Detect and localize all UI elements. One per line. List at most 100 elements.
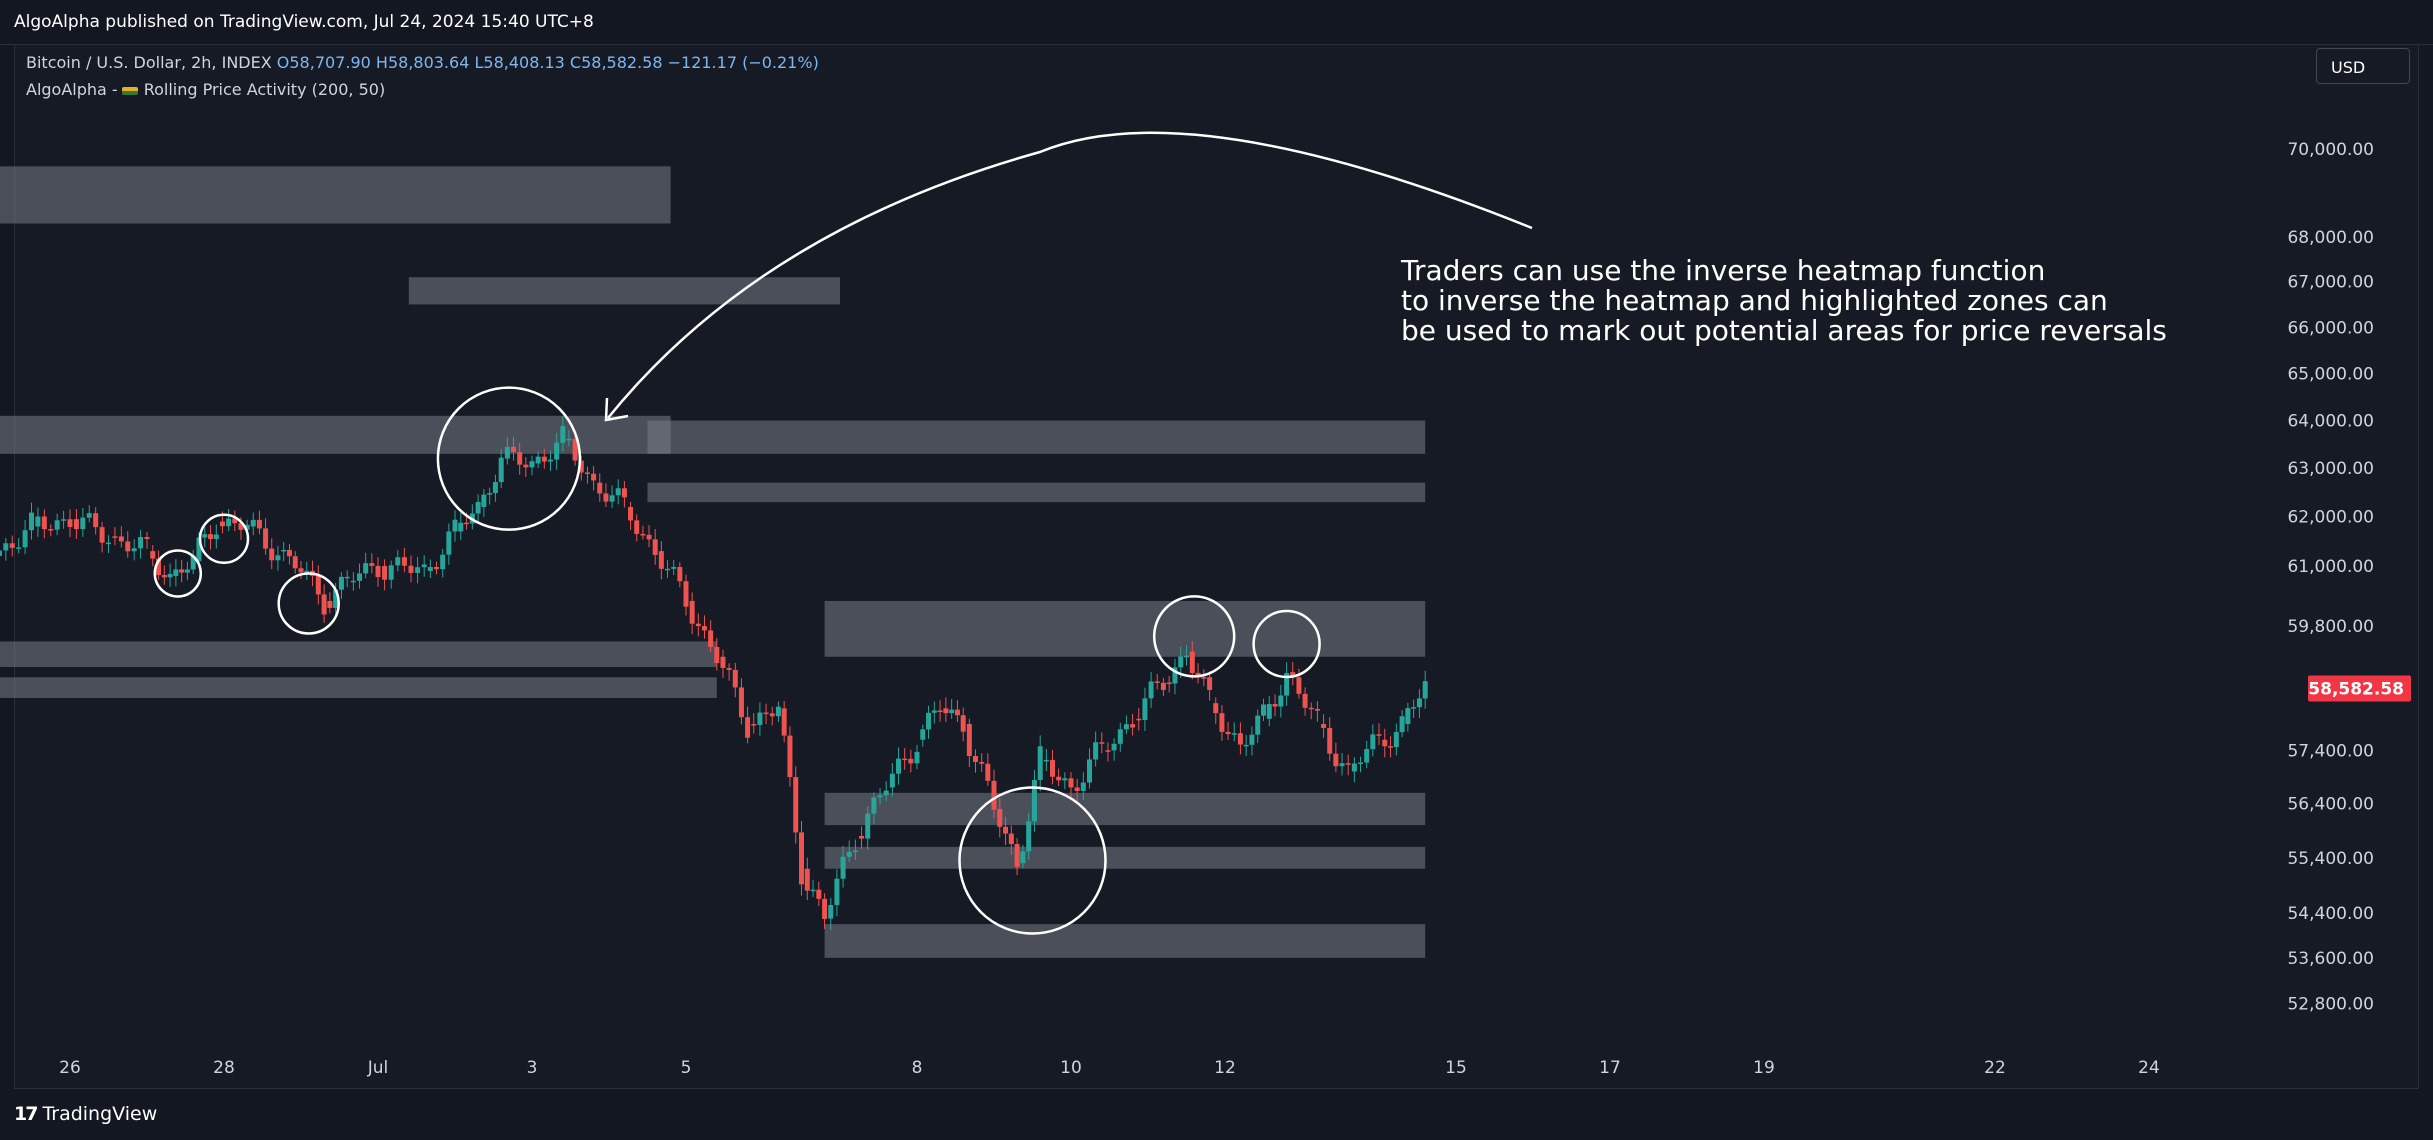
candle-body bbox=[511, 446, 517, 453]
candle-body bbox=[628, 506, 634, 521]
candle-body bbox=[487, 493, 493, 495]
currency-button[interactable]: USD bbox=[2316, 48, 2410, 84]
candle-body bbox=[29, 512, 34, 531]
candle-body bbox=[889, 773, 895, 788]
candle-body bbox=[363, 563, 369, 574]
y-axis-tick-label: 53,600.00 bbox=[2287, 949, 2374, 969]
candle-body bbox=[161, 575, 167, 578]
x-axis-tick-label: 12 bbox=[1214, 1058, 1236, 1078]
candle-body bbox=[1056, 776, 1062, 781]
candle-body bbox=[810, 889, 816, 892]
x-axis-tick-label: Jul bbox=[367, 1058, 389, 1078]
candle-body bbox=[1213, 703, 1219, 714]
candle-body bbox=[535, 456, 541, 464]
candle-body bbox=[745, 717, 751, 738]
candle-body bbox=[852, 850, 858, 853]
candle-body bbox=[640, 533, 646, 536]
highlight-circle bbox=[277, 572, 340, 635]
candle-body bbox=[896, 758, 902, 774]
y-axis-tick-label: 68,000.00 bbox=[2287, 228, 2374, 248]
candle-body bbox=[1136, 718, 1142, 721]
candle-body bbox=[793, 777, 799, 833]
candle-body bbox=[1008, 833, 1014, 844]
candle-body bbox=[16, 547, 22, 549]
low-value: L58,408.13 bbox=[474, 53, 565, 72]
indicator-legend[interactable]: AlgoAlpha - Rolling Price Activity (200, … bbox=[26, 80, 385, 99]
candle-body bbox=[244, 524, 250, 530]
candle-body bbox=[902, 758, 908, 761]
candle-body bbox=[883, 790, 889, 796]
candle-body bbox=[452, 519, 458, 532]
candle-body bbox=[1003, 826, 1009, 834]
symbol-legend[interactable]: Bitcoin / U.S. Dollar, 2h, INDEX O58,707… bbox=[26, 53, 819, 72]
change-value: −121.17 (−0.21%) bbox=[667, 53, 819, 72]
candle-body bbox=[757, 712, 763, 725]
candle-body bbox=[695, 623, 701, 627]
candle-body bbox=[926, 712, 932, 730]
candle-body bbox=[286, 549, 292, 557]
candle-body bbox=[315, 575, 321, 595]
candle-body bbox=[256, 519, 262, 529]
candle-body bbox=[991, 780, 997, 810]
candle-body bbox=[458, 522, 464, 532]
candle-body bbox=[1376, 734, 1382, 736]
y-axis-tick-label: 70,000.00 bbox=[2287, 140, 2374, 160]
candle-body bbox=[1037, 746, 1043, 781]
candle-body bbox=[665, 568, 671, 571]
candle-body bbox=[960, 715, 966, 732]
candle-body bbox=[1255, 715, 1261, 735]
candle-body bbox=[86, 513, 92, 518]
candle-body bbox=[54, 520, 60, 530]
x-axis-tick-label: 26 bbox=[59, 1058, 81, 1078]
candle-body bbox=[464, 522, 470, 525]
candle-body bbox=[93, 513, 99, 528]
last-price-label: 58,582.58 bbox=[2308, 680, 2404, 700]
candle-body bbox=[1249, 734, 1255, 745]
candle-body bbox=[646, 534, 652, 540]
candle-body bbox=[1266, 703, 1272, 719]
candle-body bbox=[1225, 731, 1231, 735]
brand-name: TradingView bbox=[42, 1103, 158, 1125]
candle-body bbox=[1062, 778, 1068, 781]
x-axis-tick-label: 8 bbox=[912, 1058, 923, 1078]
candle-body bbox=[167, 573, 173, 578]
candle-body bbox=[1358, 762, 1364, 765]
candle-body bbox=[985, 763, 991, 781]
candle-body bbox=[738, 687, 744, 718]
candle-body bbox=[677, 566, 683, 582]
candle-body bbox=[269, 548, 275, 561]
tradingview-logo-icon: 17 bbox=[14, 1103, 38, 1125]
candle-body bbox=[658, 551, 664, 569]
candle-body bbox=[440, 554, 446, 570]
annotation-line-2: to inverse the heatmap and highlighted z… bbox=[1401, 284, 2108, 317]
candle-body bbox=[208, 534, 214, 539]
candle-body bbox=[1302, 693, 1308, 708]
candle-body bbox=[554, 442, 560, 460]
candle-body bbox=[689, 600, 695, 624]
heatmap-zone bbox=[824, 600, 1426, 657]
close-value: C58,582.58 bbox=[569, 53, 663, 72]
candle-body bbox=[401, 557, 407, 566]
candle-body bbox=[1111, 743, 1117, 751]
candle-body bbox=[1231, 733, 1237, 735]
candle-body bbox=[1261, 704, 1266, 716]
candle-body bbox=[1068, 778, 1074, 788]
candle-body bbox=[529, 461, 535, 468]
candle-body bbox=[726, 667, 732, 670]
candle-body bbox=[106, 542, 111, 545]
candle-body bbox=[652, 539, 658, 555]
indicator-name[interactable]: Rolling Price Activity (200, 50) bbox=[143, 80, 386, 99]
candle-body bbox=[1043, 759, 1049, 762]
candle-body bbox=[1388, 746, 1394, 748]
candle-body bbox=[388, 565, 394, 580]
candle-body bbox=[751, 724, 757, 726]
tradingview-brand[interactable]: 17 TradingView bbox=[14, 1103, 157, 1125]
candle-body bbox=[1284, 673, 1290, 696]
candle-body bbox=[1393, 732, 1399, 748]
symbol-name[interactable]: Bitcoin / U.S. Dollar, 2h, INDEX bbox=[26, 53, 272, 72]
candle-body bbox=[333, 589, 339, 608]
candle-body bbox=[35, 516, 41, 527]
y-axis-tick-label: 55,400.00 bbox=[2287, 849, 2374, 869]
candle-body bbox=[369, 563, 375, 566]
